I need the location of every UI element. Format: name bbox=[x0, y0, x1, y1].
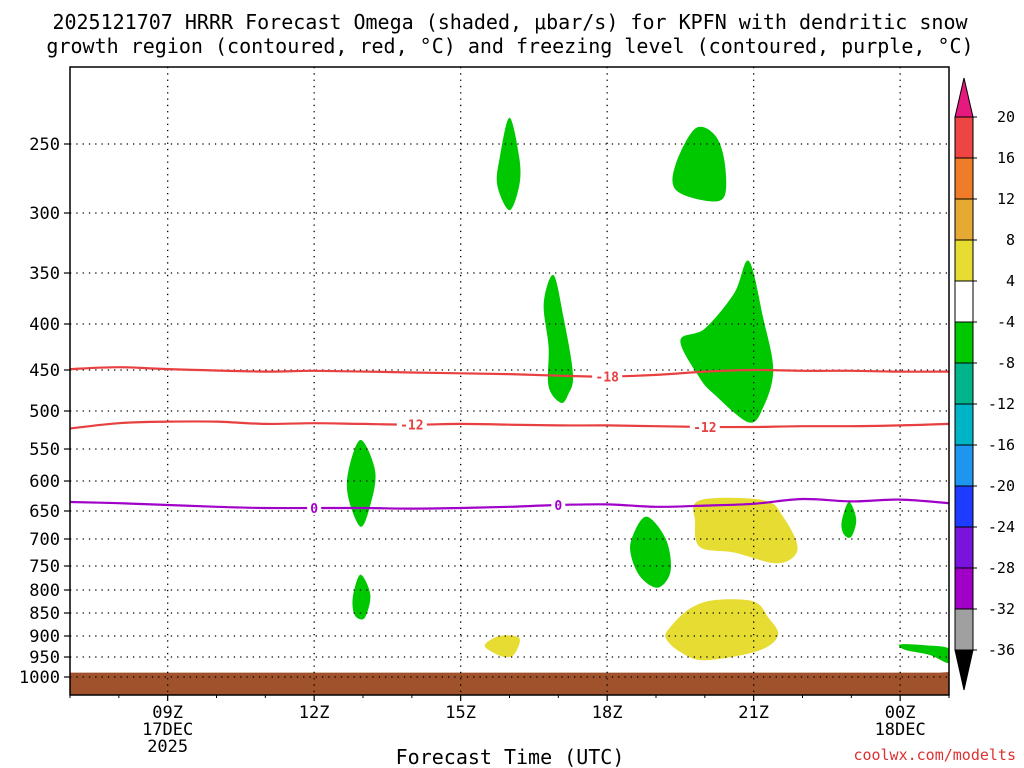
contour-label-bg-dgz-12-0 bbox=[396, 416, 427, 432]
colorbar-label-11: -28 bbox=[988, 559, 1015, 577]
x-tick-label-0-2: 2025 bbox=[147, 737, 188, 757]
colorbar-bin-4 bbox=[954, 239, 974, 282]
colorbar-bin-3 bbox=[954, 198, 974, 241]
x-tick-label-4-0: 21Z bbox=[738, 703, 769, 723]
colorbar-label-2: 12 bbox=[997, 190, 1015, 208]
y-tick-label-950: 950 bbox=[29, 648, 60, 668]
contour-dgz-18 bbox=[70, 366, 949, 378]
omega-region-5 bbox=[346, 439, 376, 527]
chart-title-line-2: growth region (contoured, red, °C) and f… bbox=[46, 34, 973, 58]
contour-freezing-level bbox=[70, 497, 949, 510]
colorbar-bin-12 bbox=[954, 567, 974, 610]
colorbar-bin-13 bbox=[954, 608, 974, 651]
y-tick-label-550: 550 bbox=[29, 440, 60, 460]
y-tick-label-700: 700 bbox=[29, 530, 60, 550]
x-tick-label-0-1: 17DEC bbox=[142, 720, 193, 740]
x-axis-label: Forecast Time (UTC) bbox=[396, 745, 625, 768]
contour-label-bg-freezing-level-0 bbox=[307, 500, 322, 515]
colorbar-bottom-arrow bbox=[954, 649, 974, 691]
y-tick-label-750: 750 bbox=[29, 557, 60, 577]
y-tick-label-1000: 1000 bbox=[19, 668, 60, 688]
colorbar-label-4: 4 bbox=[1006, 272, 1015, 290]
colorbar-top-arrow bbox=[954, 77, 974, 118]
y-tick-label-900: 900 bbox=[29, 627, 60, 647]
colorbar-label-13: -36 bbox=[988, 641, 1015, 659]
contour-label-dgz-18-0: -18 bbox=[595, 371, 619, 386]
y-tick-label-350: 350 bbox=[29, 264, 60, 284]
y-axis: 250 300 350 400 450 500 550 600 650 700 750 800 850 9… bbox=[19, 135, 70, 688]
omega-region-11 bbox=[665, 599, 779, 661]
y-tick-label-800: 800 bbox=[29, 581, 60, 601]
y-tick-label-600: 600 bbox=[29, 472, 60, 492]
colorbar-bin-5 bbox=[954, 280, 974, 323]
x-tick-label-3-0: 18Z bbox=[592, 703, 623, 723]
colorbar-label-6: -8 bbox=[997, 354, 1015, 372]
omega-region-4 bbox=[680, 260, 774, 423]
colorbar-bin-11 bbox=[954, 526, 974, 569]
colorbar-bin-2 bbox=[954, 157, 974, 200]
y-tick-label-850: 850 bbox=[29, 604, 60, 624]
contour-label-bg-dgz-18-0 bbox=[592, 368, 623, 384]
gridlines bbox=[70, 67, 949, 695]
omega-region-10 bbox=[693, 497, 798, 564]
contour-label-bg-freezing-level-1 bbox=[551, 497, 566, 512]
colorbar-label-0: 20 bbox=[997, 108, 1015, 126]
omega-shading bbox=[346, 117, 949, 664]
chart-title: 2025121707 HRRR Forecast Omega (shaded, … bbox=[46, 10, 973, 58]
y-tick-label-650: 650 bbox=[29, 502, 60, 522]
chart-title-line-1: 2025121707 HRRR Forecast Omega (shaded, … bbox=[52, 10, 968, 34]
omega-region-3 bbox=[543, 274, 574, 404]
colorbar-bin-8 bbox=[954, 403, 974, 446]
contour-label-dgz-12-1: -12 bbox=[693, 421, 716, 436]
colorbar-label-12: -32 bbox=[988, 600, 1015, 618]
terrain-fill bbox=[70, 672, 949, 695]
contour-label-dgz-12-0: -12 bbox=[400, 419, 423, 434]
omega-region-2 bbox=[672, 126, 727, 202]
contour-lines bbox=[70, 366, 949, 510]
x-tick-label-1-0: 12Z bbox=[299, 703, 330, 723]
colorbar-label-5: -4 bbox=[997, 313, 1015, 331]
plot-area: -18 -12 -12 0 0 bbox=[69, 66, 950, 696]
x-tick-label-2-0: 15Z bbox=[445, 703, 476, 723]
omega-region-1 bbox=[496, 117, 521, 211]
x-tick-label-5-0: 00Z bbox=[885, 703, 916, 723]
omega-region-6 bbox=[630, 516, 671, 588]
colorbar: 20 16 12 8 4 -4 -8 -12 -16 -20 -24 -28 -32 -36 bbox=[954, 77, 1015, 691]
colorbar-label-9: -20 bbox=[988, 477, 1015, 495]
colorbar-label-3: 8 bbox=[1006, 231, 1015, 249]
y-tick-label-250: 250 bbox=[29, 135, 60, 155]
contour-label-freezing-level-1: 0 bbox=[554, 499, 562, 514]
y-tick-label-300: 300 bbox=[29, 204, 60, 224]
terrain-layer bbox=[70, 672, 949, 695]
y-tick-label-500: 500 bbox=[29, 402, 60, 422]
colorbar-bin-7 bbox=[954, 362, 974, 405]
colorbar-bin-6 bbox=[954, 321, 974, 364]
colorbar-bin-9 bbox=[954, 444, 974, 487]
omega-region-7 bbox=[352, 574, 371, 620]
x-tick-label-5-1: 18DEC bbox=[875, 720, 926, 740]
y-tick-label-400: 400 bbox=[29, 315, 60, 335]
contour-dgz-12 bbox=[70, 420, 949, 430]
omega-region-9 bbox=[898, 644, 949, 664]
colorbar-label-1: 16 bbox=[997, 149, 1015, 167]
contour-labels: -18 -12 -12 0 0 bbox=[307, 368, 720, 517]
colorbar-label-8: -16 bbox=[988, 436, 1015, 454]
colorbar-bin-1 bbox=[954, 116, 974, 159]
y-tick-label-450: 450 bbox=[29, 361, 60, 381]
credit-text: coolwx.com/modelts bbox=[853, 746, 1016, 764]
colorbar-label-10: -24 bbox=[988, 518, 1015, 536]
contour-label-bg-dgz-12-1 bbox=[689, 418, 720, 434]
x-tick-label-0-0: 09Z bbox=[152, 703, 183, 723]
omega-region-12 bbox=[484, 635, 520, 658]
colorbar-label-7: -12 bbox=[988, 395, 1015, 413]
contour-label-freezing-level-0: 0 bbox=[310, 502, 318, 517]
colorbar-bin-10 bbox=[954, 485, 974, 528]
